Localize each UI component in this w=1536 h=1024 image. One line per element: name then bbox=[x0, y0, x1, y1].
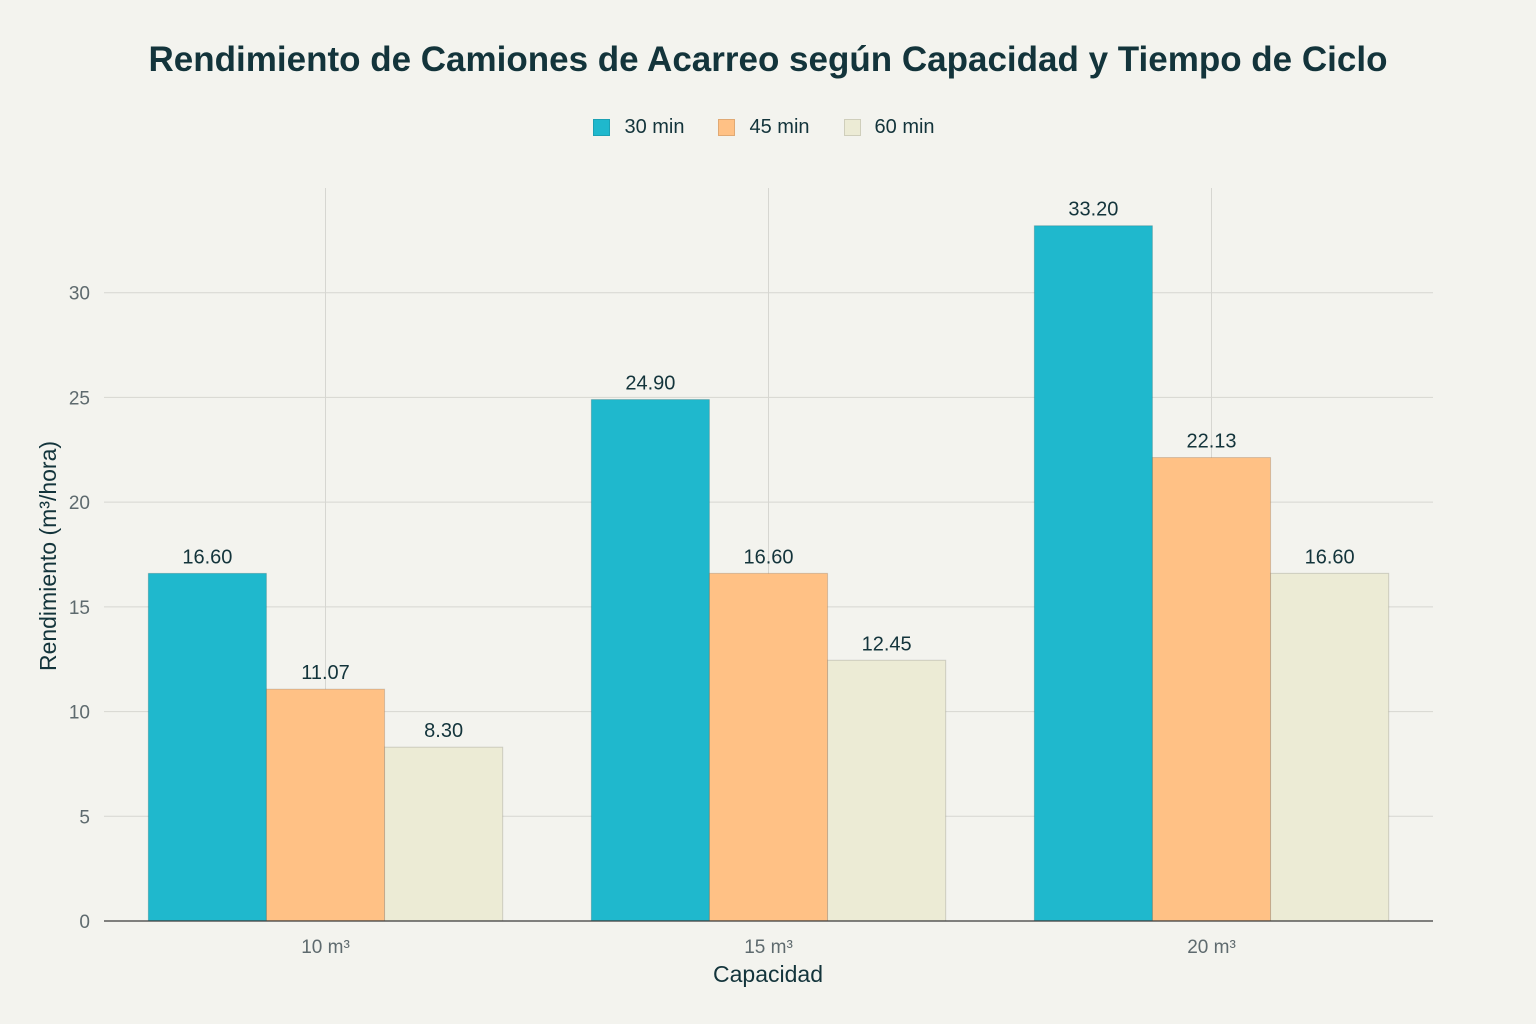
legend-label-45-min: 45 min bbox=[749, 116, 810, 138]
bar-layer bbox=[147, 225, 1390, 922]
legend-swatch-60-min bbox=[843, 119, 861, 136]
legend-item-30-min[interactable]: 30 min bbox=[593, 116, 692, 139]
data-label: 11.07 bbox=[301, 662, 350, 684]
data-label: 22.13 bbox=[1186, 431, 1236, 453]
bar[interactable] bbox=[1151, 457, 1272, 922]
legend-swatch-30-min bbox=[593, 119, 611, 136]
y-tick-label: 15 bbox=[69, 598, 90, 619]
data-label-layer: 16.60 24.90 33.20 11.07 16.60 22.13 8.30 12.45 1… bbox=[182, 199, 1354, 742]
bar[interactable] bbox=[384, 746, 504, 922]
bar[interactable] bbox=[265, 688, 386, 922]
x-tick-label: 15 m³ bbox=[744, 937, 793, 958]
data-label: 16.60 bbox=[182, 546, 232, 568]
legend-item-45-min[interactable]: 45 min bbox=[718, 116, 817, 139]
legend-swatch-45-min bbox=[718, 119, 736, 136]
y-tick-label: 25 bbox=[69, 388, 90, 409]
data-label: 24.90 bbox=[625, 373, 675, 395]
bar[interactable] bbox=[827, 659, 947, 922]
y-tick-label: 0 bbox=[79, 912, 90, 933]
legend-item-60-min[interactable]: 60 min bbox=[843, 116, 943, 139]
bar[interactable] bbox=[147, 572, 267, 922]
chart-legend: 30 min 45 min 60 min bbox=[0, 116, 1536, 139]
y-tick-label: 5 bbox=[79, 807, 90, 828]
data-label: 12.45 bbox=[862, 633, 912, 655]
data-label: 16.60 bbox=[1305, 546, 1355, 568]
data-label: 8.30 bbox=[424, 720, 463, 742]
y-axis-title: Rendimiento (m³/hora) bbox=[35, 441, 61, 671]
legend-label-60-min: 60 min bbox=[874, 116, 935, 138]
bar[interactable] bbox=[590, 399, 710, 922]
data-label: 16.60 bbox=[743, 546, 793, 568]
x-tick-label: 10 m³ bbox=[301, 937, 350, 958]
y-tick-label: 10 bbox=[69, 703, 90, 724]
legend-label-30-min: 30 min bbox=[624, 116, 685, 138]
y-tick-label: 30 bbox=[69, 284, 90, 305]
bar[interactable] bbox=[1270, 572, 1390, 922]
y-tick-label: 20 bbox=[69, 493, 90, 514]
bar[interactable] bbox=[708, 572, 829, 922]
bar[interactable] bbox=[1033, 225, 1153, 922]
x-tick-label: 20 m³ bbox=[1187, 937, 1236, 958]
chart-title: Rendimiento de Camiones de Acarreo según… bbox=[148, 40, 1388, 79]
data-label: 33.20 bbox=[1068, 199, 1118, 221]
x-axis-title: Capacidad bbox=[713, 961, 823, 987]
axis-layer: 0 5 10 15 20 25 30 10 m³ 15 m³ 20 m³ bbox=[69, 284, 1433, 958]
